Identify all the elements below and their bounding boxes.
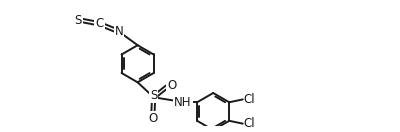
Text: NH: NH — [174, 96, 192, 109]
Text: N: N — [115, 25, 124, 38]
Text: Cl: Cl — [243, 117, 255, 130]
Text: O: O — [148, 112, 158, 125]
Text: Cl: Cl — [243, 93, 255, 106]
Text: O: O — [167, 79, 176, 92]
Text: S: S — [150, 89, 157, 102]
Text: S: S — [74, 14, 82, 27]
Text: C: C — [95, 17, 104, 30]
